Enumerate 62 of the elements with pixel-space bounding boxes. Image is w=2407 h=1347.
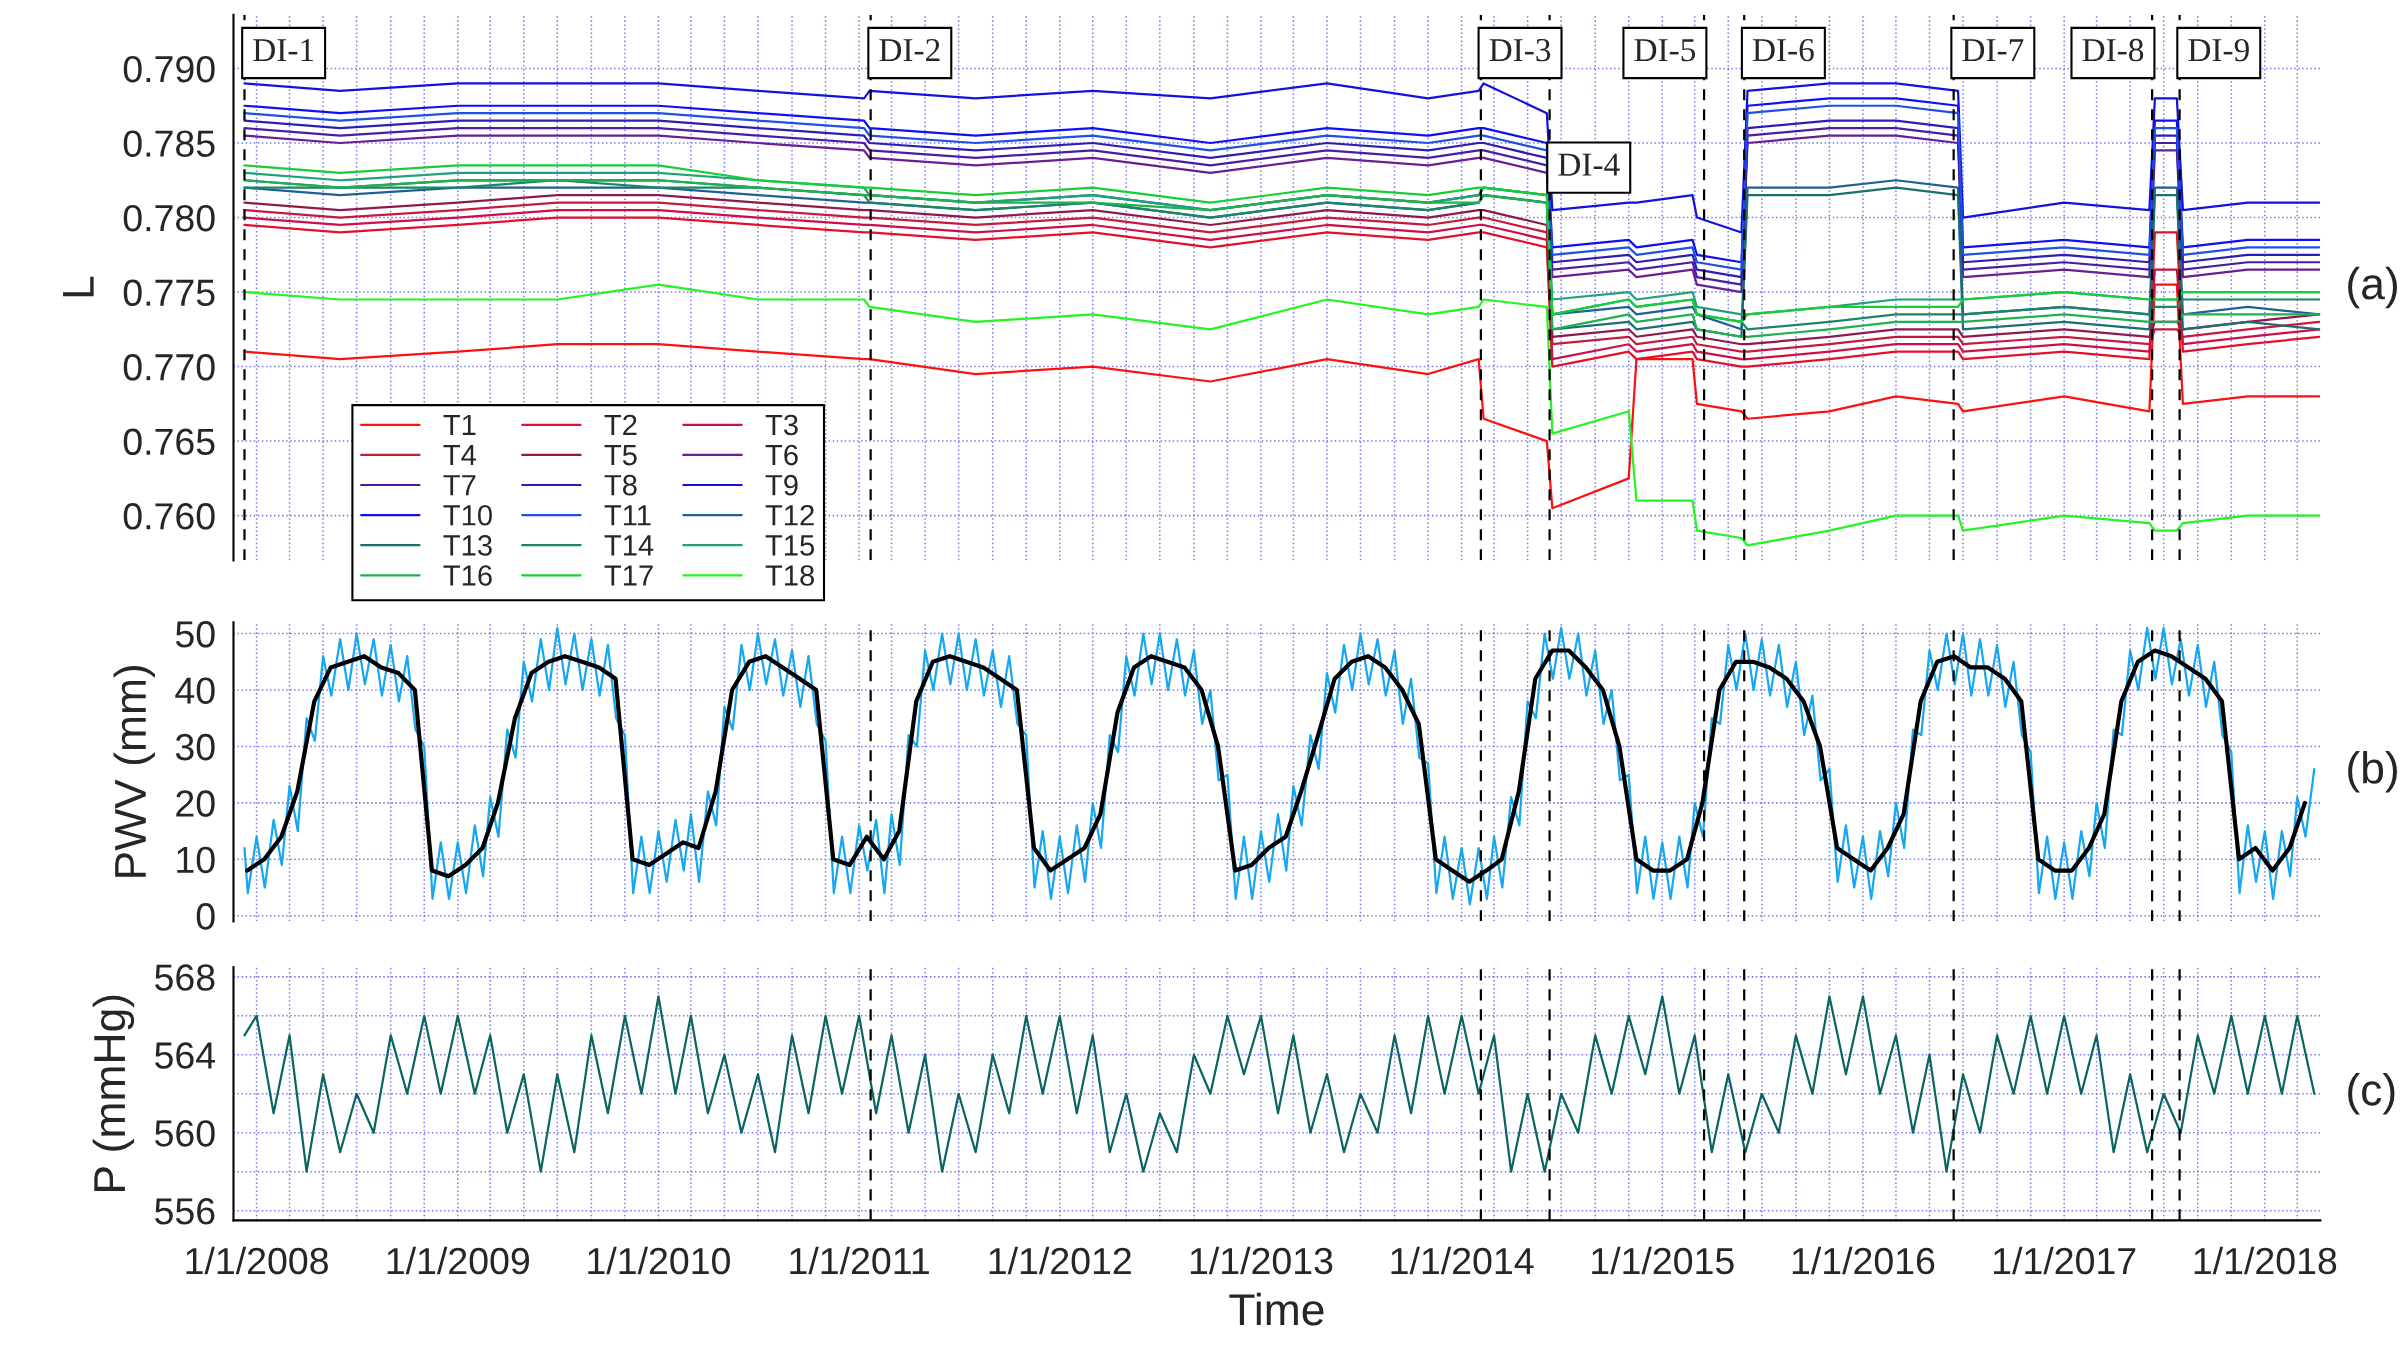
ref-line-label: DI-5 xyxy=(1634,39,1696,62)
legend-label: T11 xyxy=(604,505,651,526)
x-tick-label: 1/1/2017 xyxy=(1994,1246,2136,1275)
y-tick-label: 0.790 xyxy=(123,55,215,83)
y-axis-title: P (mmHg) xyxy=(92,995,135,1191)
ref-line-label: DI-2 xyxy=(879,38,940,62)
y-tick-label: 560 xyxy=(155,1120,215,1147)
y-tick-label: 0.785 xyxy=(123,130,215,157)
ref-line-label: DI-8 xyxy=(2082,38,2144,62)
y-tick-label: 556 xyxy=(155,1198,215,1225)
legend-label: T4 xyxy=(443,445,477,466)
legend-label: T1 xyxy=(443,414,476,435)
legend-label: T10 xyxy=(443,504,492,526)
y-tick-label: 564 xyxy=(155,1042,216,1069)
text: (b) xyxy=(2348,751,2397,793)
y-tick-label: 0.765 xyxy=(123,428,215,456)
legend-label: T2 xyxy=(604,414,637,435)
y-tick-label: 30 xyxy=(175,733,215,761)
ref-line-label: DI-7 xyxy=(1962,39,2024,62)
legend-label: T15 xyxy=(765,535,815,556)
legend-label: T16 xyxy=(443,565,492,586)
legend-label: T7 xyxy=(443,475,476,496)
ref-line-label: DI-1 xyxy=(253,39,314,62)
text: (c) xyxy=(2348,1073,2395,1115)
y-tick-label: 0 xyxy=(196,903,215,930)
legend-label: T8 xyxy=(604,474,637,496)
x-tick-label: 1/1/2011 xyxy=(790,1246,929,1275)
y-tick-label: 0.770 xyxy=(123,353,215,381)
ref-line-label: DI-3 xyxy=(1489,38,1551,62)
legend-label: T3 xyxy=(765,414,798,436)
legend-label: T13 xyxy=(443,535,492,556)
y-tick-label: 0.780 xyxy=(123,204,215,232)
y-tick-label: 568 xyxy=(155,964,215,991)
y-tick-label: 0.775 xyxy=(123,279,215,307)
y-tick-label: 20 xyxy=(176,790,215,817)
y-tick-label: 40 xyxy=(175,677,215,704)
legend-label: T6 xyxy=(765,444,798,466)
x-tick-label: 1/1/2018 xyxy=(2194,1246,2337,1275)
legend-label: T18 xyxy=(765,565,814,586)
legend-label: T14 xyxy=(604,535,654,556)
ref-line-label: DI-9 xyxy=(2188,38,2249,62)
x-tick-label: 1/1/2016 xyxy=(1792,1246,1935,1275)
x-tick-label: 1/1/2013 xyxy=(1190,1246,1333,1275)
x-tick-label: 1/1/2014 xyxy=(1391,1246,1534,1275)
x-axis-title: Time xyxy=(1229,1292,1324,1326)
x-tick-label: 1/1/2008 xyxy=(186,1246,328,1275)
legend-label: T9 xyxy=(765,474,798,496)
y-tick-label: 10 xyxy=(177,846,215,874)
text: (a) xyxy=(2348,266,2397,309)
y-axis-title: L xyxy=(63,276,94,297)
y-axis-title: PWV (mm) xyxy=(113,665,155,877)
y-tick-label: 50 xyxy=(175,621,215,648)
x-tick-label: 1/1/2012 xyxy=(989,1246,1131,1275)
x-tick-label: 1/1/2015 xyxy=(1592,1246,1734,1275)
x-tick-label: 1/1/2010 xyxy=(588,1246,730,1275)
ref-line-label: DI-6 xyxy=(1752,38,1814,62)
y-tick-label: 0.760 xyxy=(123,503,215,530)
x-tick-label: 1/1/2009 xyxy=(387,1246,529,1275)
ref-line-label: DI-4 xyxy=(1558,153,1620,176)
legend-label: T17 xyxy=(604,565,653,586)
legend-label: T12 xyxy=(765,504,814,526)
legend-label: T5 xyxy=(604,445,637,466)
